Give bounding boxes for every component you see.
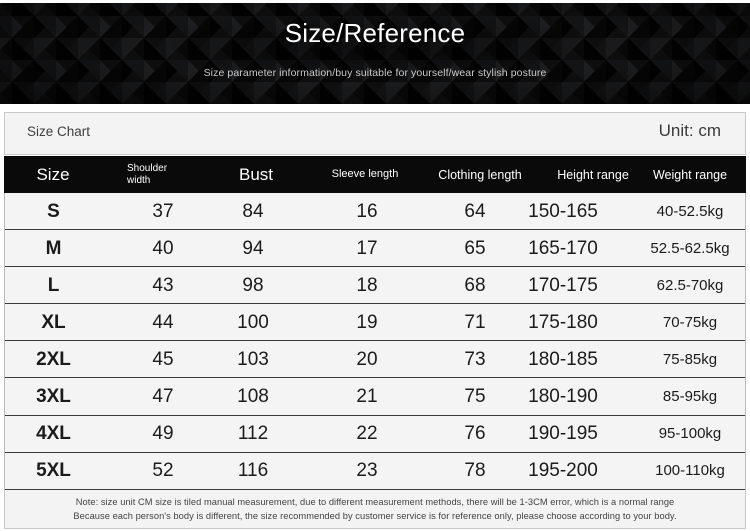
banner-top-rule [0,0,750,3]
cell-shoulder-width: 47 [152,385,174,407]
cell-shoulder-width: 40 [152,237,174,259]
table-row: 4XL 49 112 22 76 190-195 95-100kg [5,415,745,453]
column-header-clothing-length: Clothing length [438,167,522,182]
cell-size: 4XL [36,423,71,445]
cell-height-range: 170-175 [528,274,598,296]
cell-bust: 116 [237,460,269,482]
cell-height-range: 195-200 [528,460,598,482]
cell-bust: 84 [242,200,264,222]
cell-clothing-length: 68 [464,274,486,296]
column-header-shoulder-line1: Shoulder [127,163,168,175]
cell-shoulder-width: 43 [152,274,174,296]
cell-weight-range: 95-100kg [658,425,722,443]
cell-shoulder-width: 37 [152,200,174,222]
cell-size: S [47,200,60,222]
cell-weight-range: 52.5-62.5kg [650,239,730,257]
cell-shoulder-width: 52 [152,460,174,482]
cell-weight-range: 75-85kg [662,350,718,368]
cell-weight-range: 70-75kg [662,313,718,331]
size-chart-bar: Size Chart Unit: cm [4,112,746,155]
size-chart-label: Size Chart [27,124,91,139]
table-header-row: Size Shoulder width Bust Sleeve length C… [4,156,746,193]
table-row: 3XL 47 108 21 75 180-190 85-95kg [5,378,745,416]
cell-weight-range: 100-110kg [655,462,725,480]
cell-weight-range: 85-95kg [662,387,718,405]
cell-sleeve-length: 23 [356,460,378,482]
cell-sleeve-length: 21 [356,385,378,407]
cell-bust: 100 [237,311,269,333]
cell-size: 2XL [36,348,71,370]
cell-clothing-length: 64 [464,200,486,222]
cell-shoulder-width: 49 [152,423,174,445]
cell-size: XL [41,311,66,333]
cell-sleeve-length: 19 [356,311,378,333]
cell-height-range: 180-185 [528,348,598,370]
cell-clothing-length: 71 [464,311,486,333]
cell-size: L [47,274,60,296]
note-line-2: Because each person's body is different,… [73,511,677,521]
cell-shoulder-width: 45 [152,348,174,370]
cell-clothing-length: 73 [464,348,486,370]
table-row: L 43 98 18 68 170-175 62.5-70kg [5,267,745,305]
cell-bust: 98 [242,274,264,296]
cell-sleeve-length: 16 [356,200,378,222]
cell-clothing-length: 76 [464,423,486,445]
cell-clothing-length: 65 [464,237,486,259]
page-subtitle: Size parameter information/buy suitable … [203,67,547,79]
note-line-1: Note: size unit CM size is tiled manual … [75,496,675,507]
cell-clothing-length: 78 [464,460,486,482]
cell-weight-range: 62.5-70kg [656,276,724,294]
cell-height-range: 180-190 [528,385,598,407]
cell-sleeve-length: 17 [356,237,378,259]
cell-bust: 112 [237,423,269,445]
cell-weight-range: 40-52.5kg [656,202,724,220]
size-table: S 37 84 16 64 150-165 40-52.5kg M 40 94 … [4,193,746,490]
table-row: 5XL 52 116 23 78 195-200 100-110kg [5,452,745,490]
cell-bust: 103 [237,348,269,370]
cell-size: 3XL [36,385,71,407]
unit-label: Unit: cm [658,121,721,140]
banner-vignette [0,0,750,107]
page-title: Size/Reference [284,18,466,48]
measurement-note: Note: size unit CM size is tiled manual … [4,490,746,529]
column-header-height-range: Height range [557,167,629,182]
column-header-shoulder-line2: width [127,174,151,186]
cell-height-range: 190-195 [528,423,598,445]
column-header-bust: Bust [238,164,274,184]
cell-sleeve-length: 20 [356,348,378,370]
cell-bust: 108 [237,385,269,407]
table-row: XL 44 100 19 71 175-180 70-75kg [5,304,745,342]
cell-size: 5XL [36,460,71,482]
table-row: M 40 94 17 65 165-170 52.5-62.5kg [5,230,745,268]
cell-height-range: 165-170 [528,237,598,259]
table-row: S 37 84 16 64 150-165 40-52.5kg [5,193,745,231]
column-header-sleeve-length: Sleeve length [331,168,399,181]
column-header-size: Size [36,164,70,184]
cell-sleeve-length: 18 [356,274,378,296]
cell-bust: 94 [242,237,264,259]
cell-size: M [45,237,62,259]
table-row: 2XL 45 103 20 73 180-185 75-85kg [5,341,745,379]
cell-height-range: 150-165 [528,200,598,222]
cell-shoulder-width: 44 [152,311,174,333]
cell-height-range: 175-180 [528,311,598,333]
cell-sleeve-length: 22 [356,423,378,445]
banner: Size/Reference Size parameter informatio… [0,0,750,107]
cell-clothing-length: 75 [464,385,486,407]
column-header-weight-range: Weight range [652,167,728,182]
column-header-shoulder-width: Shoulder width [102,156,217,193]
banner-bottom-rule [0,104,750,107]
